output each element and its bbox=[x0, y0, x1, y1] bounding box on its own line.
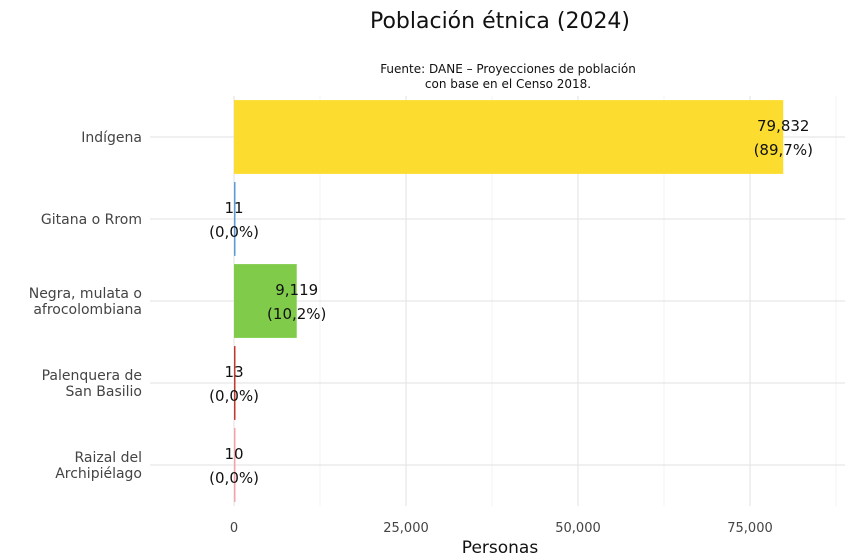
category-label: San Basilio bbox=[65, 384, 142, 400]
category-label: afrocolombiana bbox=[33, 302, 142, 318]
value-label: 79,832 bbox=[757, 117, 810, 135]
category-label: Negra, mulata o bbox=[29, 286, 142, 302]
category-label: Gitana o Rrom bbox=[41, 212, 142, 228]
bar bbox=[234, 264, 297, 338]
category-labels: Indígena Gitana o Rrom Negra, mulata oafro… bbox=[29, 130, 142, 482]
category-label: Archipiélago bbox=[55, 466, 142, 482]
chart-subtitle-line-1: Fuente: DANE – Proyecciones de población bbox=[380, 62, 636, 76]
percent-label: (89,7%) bbox=[754, 141, 813, 159]
category-label: Raizal del bbox=[74, 450, 142, 466]
x-tick-label: 75,000 bbox=[727, 521, 773, 536]
x-tick-label: 25,000 bbox=[383, 521, 429, 536]
value-label: 9,119 bbox=[275, 281, 318, 299]
bar bbox=[234, 346, 236, 420]
bar bbox=[234, 182, 236, 256]
category-label: Indígena bbox=[81, 130, 142, 146]
x-tick-label: 50,000 bbox=[555, 521, 601, 536]
value-label: 10 bbox=[225, 445, 244, 463]
percent-label: (0,0%) bbox=[209, 469, 259, 487]
value-label: 13 bbox=[225, 363, 244, 381]
percent-label: (10,2%) bbox=[267, 305, 326, 323]
x-tick-labels: 0 25,000 50,000 75,000 bbox=[230, 521, 773, 536]
percent-label: (0,0%) bbox=[209, 387, 259, 405]
bar bbox=[234, 428, 236, 502]
value-label: 11 bbox=[225, 199, 244, 217]
data-labels: 79,832 (89,7%) 11 (0,0%) 9,119 (10,2%) 13 (0,0%… bbox=[209, 117, 813, 487]
chart-subtitle-line-2: con base en el Censo 2018. bbox=[425, 77, 591, 91]
bars bbox=[234, 100, 784, 502]
chart-title: Población étnica (2024) bbox=[370, 9, 630, 34]
percent-label: (0,0%) bbox=[209, 223, 259, 241]
x-axis-title: Personas bbox=[462, 538, 539, 556]
category-label: Palenquera de bbox=[42, 368, 142, 384]
bar bbox=[234, 100, 784, 174]
x-tick-label: 0 bbox=[230, 521, 238, 536]
